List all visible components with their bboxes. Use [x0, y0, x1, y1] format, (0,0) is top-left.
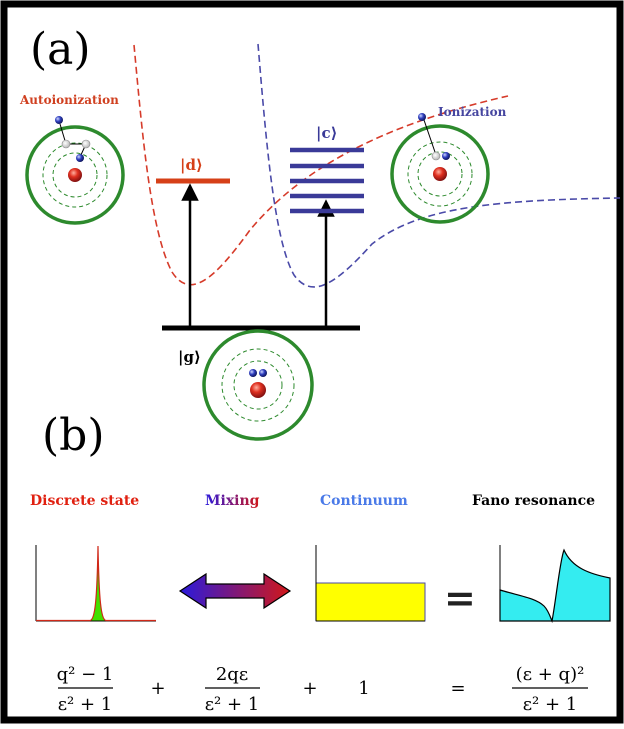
fano-resonance-plot: [499, 545, 611, 624]
continuum-levels: [290, 147, 364, 214]
plus-sign-2: +: [302, 678, 317, 699]
continuum-band: [315, 582, 426, 622]
discrete-state-plot: [35, 545, 156, 622]
heading-mixing: Mixing: [205, 493, 260, 509]
state-c-label: |c⟩: [316, 124, 337, 142]
continuum-plot: [315, 545, 426, 622]
term2-denominator: ε² + 1: [205, 694, 260, 715]
panel-a-label: (a): [30, 24, 91, 75]
result-denominator: ε² + 1: [523, 694, 578, 715]
equals-sign-symbol: =: [444, 575, 476, 620]
discrete-peak: [36, 545, 156, 622]
mixing-double-arrow: [178, 572, 292, 610]
fano-formula: q² − 1 ε² + 1 + 2qε ε² + 1 + 1 = (ε + q)…: [57, 664, 588, 715]
plus-sign-1: +: [150, 678, 165, 699]
autoionization-label: Autoionization: [19, 93, 119, 107]
equals-sign-formula: =: [450, 678, 465, 699]
heading-fano-resonance: Fano resonance: [472, 493, 595, 509]
result-numerator: (ε + q)²: [516, 664, 585, 685]
term1-numerator: q² − 1: [57, 664, 114, 685]
heading-discrete-state: Discrete state: [30, 493, 139, 509]
red-potential-curve: [133, 44, 509, 286]
term1-denominator: ε² + 1: [58, 694, 113, 715]
state-g-label: |g⟩: [178, 348, 201, 366]
ionization-atom-icon: [390, 113, 490, 224]
term3-one: 1: [358, 678, 369, 699]
panel-b-label: (b): [42, 410, 105, 461]
term2-numerator: 2qε: [216, 664, 248, 685]
heading-continuum: Continuum: [320, 493, 408, 509]
blue-potential-curve: [257, 43, 621, 288]
ground-atom-icon: [202, 329, 314, 441]
autoionization-atom-icon: [25, 116, 125, 225]
ionization-label: Ionization: [438, 105, 507, 119]
state-d-label: |d⟩: [180, 156, 203, 174]
